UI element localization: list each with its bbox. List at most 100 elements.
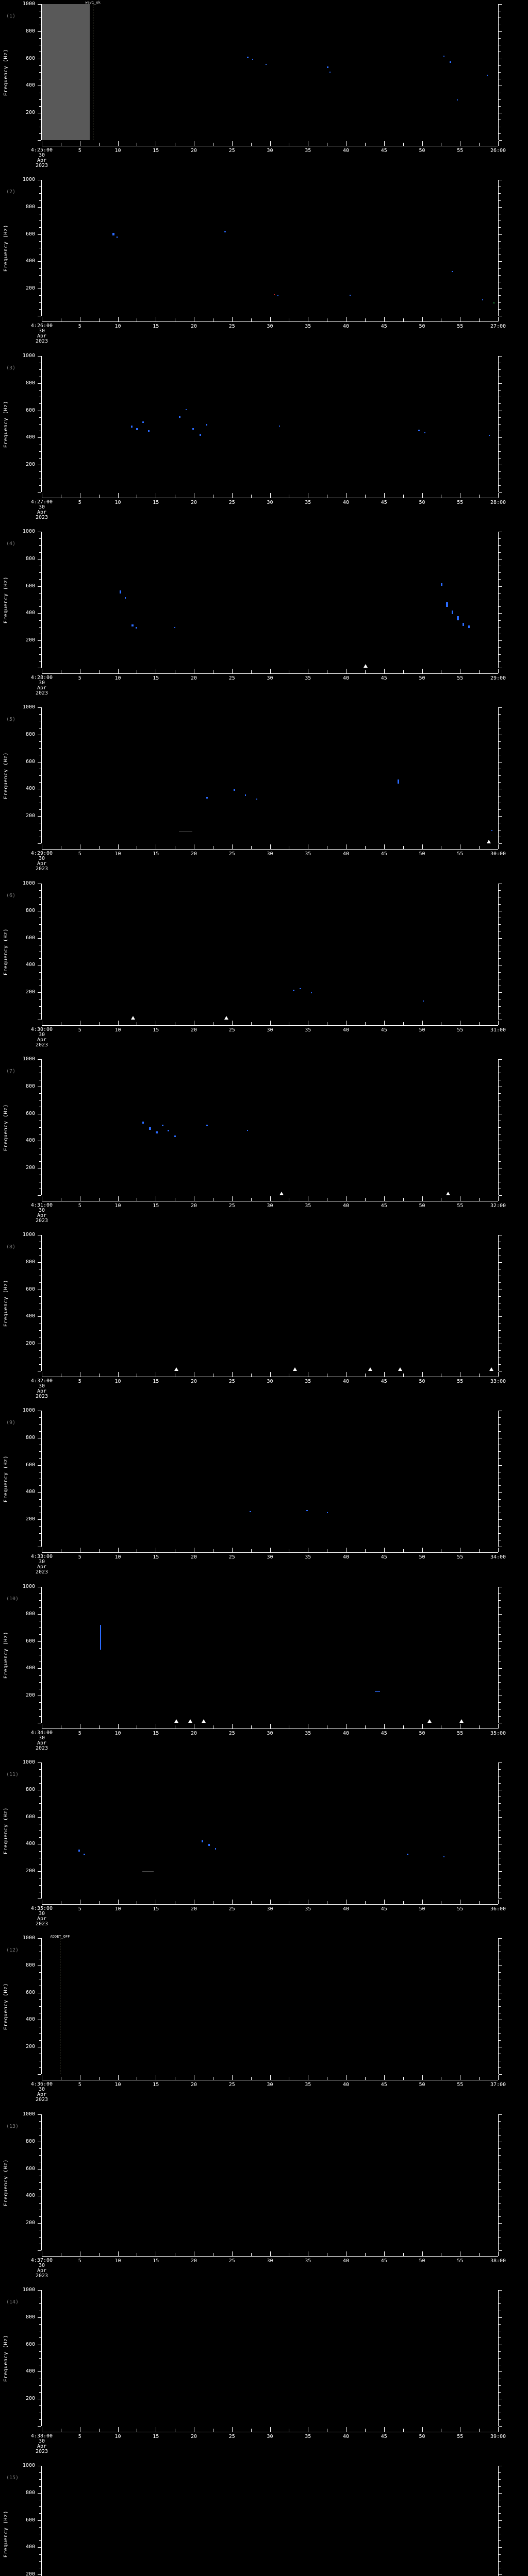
- x-tick-minor: [251, 495, 252, 498]
- x-tick: [232, 2075, 233, 2080]
- detection-mark: [441, 583, 443, 586]
- y-tick: [38, 2520, 41, 2521]
- y-tick: [38, 2290, 41, 2291]
- plot-area: [42, 2466, 498, 2576]
- x-tick-label: 5: [78, 1379, 81, 1384]
- y-tick-right: [499, 1817, 502, 1818]
- detection-mark: [491, 829, 492, 831]
- panel-index: (15): [6, 2475, 19, 2481]
- x-tick-minor: [479, 1022, 480, 1025]
- y-tick: [39, 2351, 41, 2352]
- y-tick-right: [499, 2513, 501, 2514]
- detection-mark: [206, 797, 208, 799]
- x-tick-label: 50: [419, 2434, 425, 2439]
- plot-area: [42, 1587, 498, 1723]
- x-tick-label: 30: [267, 2082, 273, 2088]
- x-tick-label: 15: [153, 1731, 159, 1736]
- y-tick: [38, 234, 41, 235]
- y-tick: [39, 1330, 41, 1331]
- x-tick-label: 20: [190, 1203, 197, 1209]
- y-tick-right: [499, 572, 501, 573]
- detection-mark: [112, 233, 115, 235]
- x-tick-minor: [479, 670, 480, 673]
- x-tick-label: 30: [267, 1554, 273, 1560]
- detection-mark: [117, 236, 118, 238]
- x-tick-label: 30: [267, 1203, 273, 1209]
- y-tick-label: 200: [25, 1868, 35, 1874]
- y-axis-line-right: [498, 1762, 499, 1899]
- y-tick-right: [499, 2223, 502, 2224]
- plot-area: [42, 180, 498, 316]
- detection-mark: [277, 295, 278, 297]
- x-tick-label: 20: [190, 1379, 197, 1384]
- panel-index: (11): [6, 1772, 19, 1777]
- x-tick-label: 50: [419, 148, 425, 154]
- y-tick: [39, 2324, 41, 2325]
- detection-mark: [265, 64, 267, 65]
- y-tick: [39, 2134, 41, 2136]
- detection-mark: [279, 425, 280, 427]
- x-tick: [232, 1548, 233, 1552]
- x-tick-label: 15: [153, 1379, 159, 1384]
- y-tick-right: [499, 890, 501, 891]
- y-tick-right: [499, 1716, 501, 1717]
- y-axis-label: Frequency (Hz): [3, 928, 9, 976]
- x-tick-label: 25: [228, 1731, 235, 1736]
- y-tick-right: [499, 1600, 501, 1601]
- x-tick-minor: [98, 318, 100, 321]
- y-axis-label: Frequency (Hz): [3, 752, 9, 800]
- y-tick: [39, 2182, 41, 2183]
- y-tick: [39, 592, 41, 594]
- y-axis-line-right: [498, 707, 499, 843]
- y-tick-label: 800: [25, 1259, 35, 1265]
- y-tick-right: [499, 2290, 502, 2291]
- y-tick-right: [499, 2067, 501, 2068]
- y-tick-label: 400: [25, 1313, 35, 1319]
- x-tick-minor: [251, 318, 252, 321]
- x-tick-label: 35: [305, 1027, 311, 1033]
- x-tick-label: 55: [457, 851, 464, 857]
- y-tick: [38, 1465, 41, 1466]
- detection-mark: [185, 409, 187, 410]
- x-tick-label: 40: [342, 324, 350, 329]
- spectrogram-panel: (15)Frequency (Hz)20040060080010004:39:0…: [0, 2462, 528, 2576]
- y-tick: [38, 558, 41, 560]
- y-tick-label: 1000: [22, 704, 35, 710]
- panel-index: (8): [6, 1244, 16, 1250]
- y-axis-line: [41, 884, 42, 1020]
- y-tick: [39, 748, 41, 749]
- y-tick-right: [499, 1871, 502, 1872]
- x-tick-label: 25: [228, 675, 235, 681]
- y-tick-right: [499, 2303, 501, 2304]
- y-tick: [38, 992, 41, 993]
- x-tick-label: 45: [381, 500, 387, 505]
- x-tick-label: 25: [228, 2434, 235, 2439]
- y-tick-label: 400: [25, 2368, 35, 2375]
- detection-mark: [208, 1844, 210, 1846]
- y-tick-right: [499, 1161, 501, 1162]
- y-tick-right: [499, 2479, 501, 2480]
- y-tick-right: [499, 626, 501, 628]
- y-tick-label: 800: [25, 2489, 35, 2496]
- y-tick: [39, 660, 41, 662]
- y-tick-right: [499, 1431, 501, 1432]
- x-tick-label: 15: [153, 2434, 159, 2439]
- x-axis-line: [42, 1025, 498, 1026]
- y-tick-label: 800: [25, 1611, 35, 1617]
- y-axis-line: [41, 532, 42, 668]
- y-tick: [38, 140, 41, 141]
- x-tick-label: 20: [190, 324, 197, 329]
- y-tick-label: 600: [25, 1638, 35, 1644]
- y-axis-label: Frequency (Hz): [3, 1104, 9, 1151]
- y-tick: [39, 958, 41, 959]
- y-tick: [39, 2189, 41, 2190]
- y-tick-right: [499, 65, 501, 66]
- y-tick: [39, 2540, 41, 2541]
- x-tick: [118, 317, 119, 321]
- x-tick-label: 25: [228, 2082, 235, 2088]
- y-tick-right: [499, 1783, 501, 1784]
- x-tick-label: 40: [342, 2082, 350, 2088]
- y-tick: [39, 1093, 41, 1094]
- panel-index: (1): [6, 13, 16, 19]
- x-tick: [384, 2427, 385, 2432]
